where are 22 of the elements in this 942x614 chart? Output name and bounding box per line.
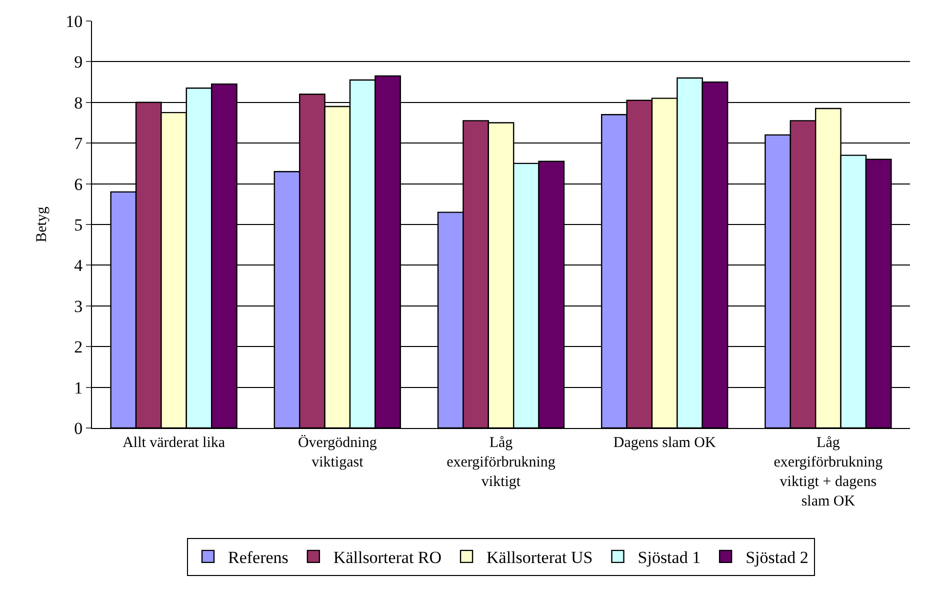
y-tick-label: 8 [74, 93, 83, 112]
x-tick-label: Allt värderat lika [122, 435, 226, 451]
x-tick-label: Övergödning viktigast [298, 434, 378, 470]
y-tick-label: 6 [74, 174, 83, 194]
legend-label: Referens [228, 548, 288, 568]
y-tick-label: 2 [74, 338, 83, 357]
legend-label: Källsorterat US [486, 548, 593, 568]
legend-label: Källsorterat RO [333, 548, 442, 568]
y-axis-title: Betyg [34, 206, 50, 242]
y-tick-label: 1 [74, 378, 83, 398]
x-tick-label: Dagens slam OK [613, 435, 716, 451]
y-tick-label: 4 [74, 256, 84, 276]
y-tick-label: 10 [66, 12, 83, 31]
legend-label: Sjöstad 1 [638, 548, 701, 568]
y-tick-label: 7 [74, 134, 84, 154]
y-tick-label: 0 [74, 418, 83, 438]
y-tick-label: 3 [74, 296, 83, 316]
y-tick-label: 9 [74, 52, 83, 72]
x-tick-label: Låg exergiförbrukning viktigt + dagens slam OK [774, 435, 884, 510]
y-tick-label: 5 [74, 215, 83, 234]
legend-label: Sjöstad 2 [746, 548, 808, 568]
x-tick-label: Låg exergiförbrukning viktigt [446, 435, 556, 490]
